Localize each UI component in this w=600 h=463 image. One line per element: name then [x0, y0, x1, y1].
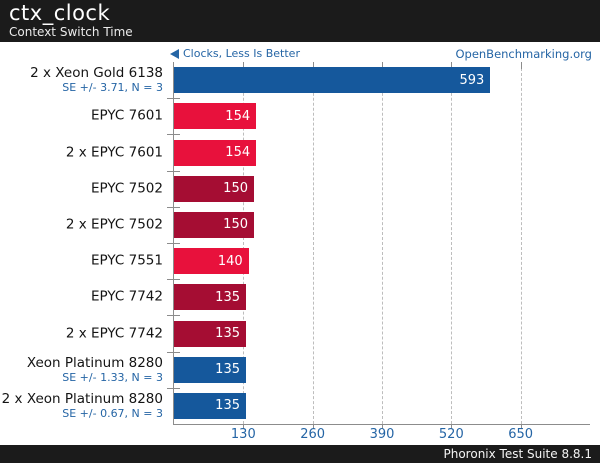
value-bar: 154 — [174, 139, 257, 166]
x-axis-line — [173, 424, 590, 425]
row-label: EPYC 7551 — [91, 252, 163, 269]
row-label-block: 2 x EPYC 7601 — [0, 145, 167, 160]
less-is-better-hint: Clocks, Less Is Better — [170, 48, 300, 60]
row-label-block: Xeon Platinum 8280 SE +/- 1.33, N = 3 — [0, 354, 167, 384]
value-bar: 593 — [174, 67, 491, 94]
bar-value: 154 — [225, 145, 251, 160]
x-tick-label: 520 — [438, 427, 464, 442]
left-arrow-icon — [170, 49, 179, 59]
chart-header: ctx_clock Context Switch Time — [0, 0, 600, 42]
y-tick-mark — [167, 387, 180, 389]
bar-value: 135 — [215, 362, 240, 378]
bar-value: 150 — [223, 181, 248, 197]
x-axis-tick-labels: 130 260 390 520 650 — [174, 427, 590, 443]
grid-line — [451, 63, 453, 424]
bar-row: EPYC 7502 150 — [0, 171, 590, 207]
x-tick-mark-top — [382, 62, 383, 69]
bar-value: 135 — [215, 289, 240, 305]
x-tick-mark-top — [312, 62, 314, 69]
y-tick-mark — [167, 243, 180, 244]
bar-row: 2 x EPYC 7601 154 — [0, 134, 590, 170]
value-bar: 150 — [174, 175, 254, 202]
bar-row: 2 x EPYC 7742 135 — [0, 315, 590, 351]
row-label: 2 x Xeon Platinum 8280 — [1, 390, 163, 407]
x-tick-mark-top — [243, 62, 245, 69]
bar-row: 2 x Xeon Platinum 8280 SE +/- 0.67, N = 3… — [0, 388, 590, 424]
row-label: EPYC 7601 — [91, 107, 163, 124]
row-label: EPYC 7742 — [91, 288, 163, 305]
x-tick-mark-bottom — [312, 425, 314, 429]
y-tick-mark — [167, 134, 180, 136]
x-tick-mark-bottom — [243, 425, 245, 429]
bar-value: 135 — [215, 326, 240, 342]
value-bar: 135 — [174, 320, 246, 347]
y-tick-mark — [167, 351, 180, 353]
row-label-block: EPYC 7601 — [0, 107, 167, 124]
chart-subtitle: Context Switch Time — [9, 25, 133, 39]
plot-area: 2 x Xeon Gold 6138 SE +/- 3.71, N = 3 593 E… — [0, 62, 600, 429]
y-tick-mark — [167, 98, 180, 100]
row-label: 2 x Xeon Gold 6138 — [30, 65, 163, 82]
row-label: 2 x EPYC 7601 — [65, 144, 163, 160]
bar-row: EPYC 7601 154 — [0, 98, 590, 134]
bar-value: 135 — [215, 398, 240, 414]
row-standard-error: SE +/- 0.67, N = 3 — [62, 406, 163, 420]
x-tick-label: 260 — [300, 427, 326, 442]
y-tick-mark — [167, 279, 180, 281]
row-label-block: 2 x Xeon Gold 6138 SE +/- 3.71, N = 3 — [0, 65, 167, 95]
bar-value: 150 — [223, 217, 248, 233]
row-label-block: 2 x EPYC 7502 — [0, 217, 167, 232]
value-bar: 135 — [174, 284, 246, 311]
row-label: 2 x EPYC 7502 — [65, 216, 163, 233]
bar-rows: 2 x Xeon Gold 6138 SE +/- 3.71, N = 3 593 E… — [0, 62, 590, 424]
chart-title: ctx_clock — [9, 1, 111, 25]
bar-row: EPYC 7551 140 — [0, 243, 590, 279]
x-tick-mark-bottom — [520, 425, 522, 429]
grid-line — [243, 63, 245, 424]
x-tick-mark-top — [451, 62, 453, 69]
grid-line — [382, 63, 383, 424]
y-tick-mark — [167, 170, 180, 172]
x-tick-mark-bottom — [451, 425, 453, 429]
row-label-block: 2 x EPYC 7742 — [0, 326, 167, 341]
row-label: 2 x EPYC 7742 — [65, 325, 163, 342]
y-tick-mark — [167, 206, 180, 208]
x-tick-label: 650 — [508, 427, 534, 442]
bar-value: 140 — [217, 253, 243, 269]
bar-value: 593 — [459, 72, 485, 88]
x-tick-label: 390 — [369, 427, 395, 442]
openbenchmarking-label: OpenBenchmarking.org — [455, 47, 592, 61]
row-standard-error: SE +/- 3.71, N = 3 — [62, 81, 163, 95]
value-bar: 135 — [174, 356, 246, 383]
bar-row: 2 x Xeon Gold 6138 SE +/- 3.71, N = 3 593 — [0, 62, 590, 98]
bar-row: Xeon Platinum 8280 SE +/- 1.33, N = 3 135 — [0, 352, 590, 388]
less-is-better-label: Clocks, Less Is Better — [183, 47, 300, 60]
value-bar: 154 — [174, 103, 257, 130]
footer-label: Phoronix Test Suite 8.8.1 — [443, 447, 593, 461]
value-bar: 150 — [174, 211, 254, 238]
value-bar: 135 — [174, 392, 246, 419]
row-label-block: 2 x Xeon Platinum 8280 SE +/- 0.67, N = 3 — [0, 390, 167, 420]
row-standard-error: SE +/- 1.33, N = 3 — [62, 370, 163, 384]
bar-row: 2 x EPYC 7502 150 — [0, 207, 590, 243]
grid-line — [312, 63, 314, 424]
x-tick-mark-top — [520, 62, 522, 69]
row-label-block: EPYC 7551 — [0, 252, 167, 269]
row-label-block: EPYC 7742 — [0, 288, 167, 305]
row-label: Xeon Platinum 8280 — [26, 354, 163, 371]
value-bar: 140 — [174, 248, 249, 275]
chart-footer: Phoronix Test Suite 8.8.1 — [0, 445, 600, 463]
bar-row: EPYC 7742 135 — [0, 279, 590, 315]
x-tick-label: 130 — [230, 427, 256, 442]
bar-value: 154 — [225, 108, 251, 124]
y-tick-mark — [167, 315, 180, 317]
row-label: EPYC 7502 — [91, 180, 163, 197]
x-tick-mark-bottom — [382, 425, 383, 429]
grid-line — [520, 63, 522, 424]
row-label-block: EPYC 7502 — [0, 181, 167, 196]
